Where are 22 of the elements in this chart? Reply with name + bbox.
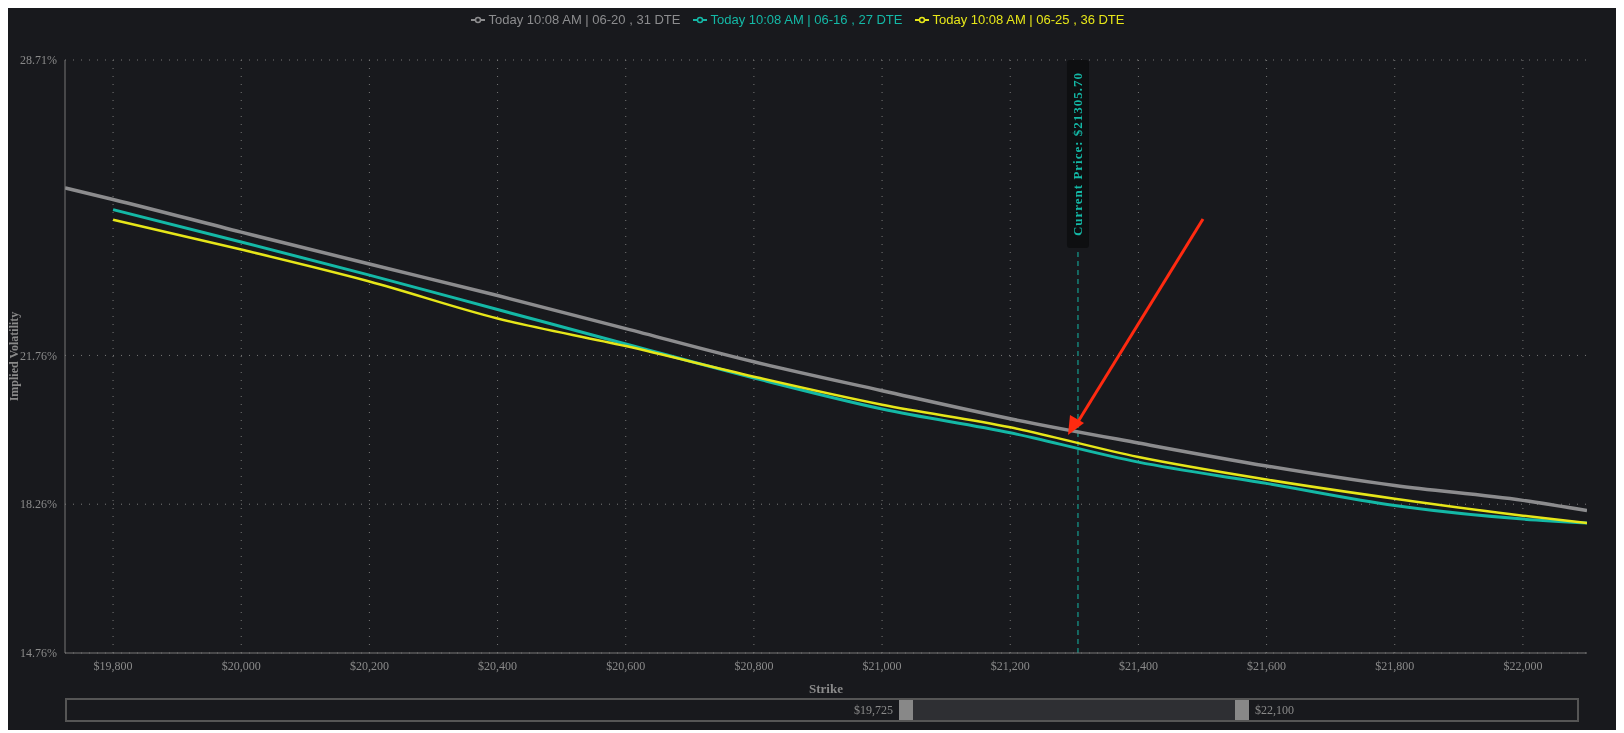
x-tick-label: $20,800 <box>734 658 774 673</box>
x-tick-label: $19,800 <box>93 658 133 673</box>
y-tick-label: 21.76% <box>20 348 57 363</box>
x-tick-label: $21,400 <box>1118 658 1158 673</box>
x-tick-label: $20,000 <box>221 658 261 673</box>
x-tick-label: $20,600 <box>606 658 646 673</box>
x-tick-label: $21,800 <box>1375 658 1415 673</box>
x-tick-label: $20,400 <box>478 658 518 673</box>
y-tick-label: 18.26% <box>20 497 57 512</box>
y-tick-label: 28.71% <box>20 53 57 68</box>
x-axis-title: Strike <box>809 681 844 696</box>
x-tick-label: $21,600 <box>1247 658 1287 673</box>
legend-label: Today 10:08 AM | 06-25 , 36 DTE <box>931 12 1125 27</box>
legend-label: Today 10:08 AM | 06-20 , 31 DTE <box>487 12 681 27</box>
x-tick-label: $20,200 <box>349 658 389 673</box>
x-tick-label: $22,000 <box>1503 658 1543 673</box>
x-tick-label: $21,000 <box>862 658 902 673</box>
y-tick-label: 14.76% <box>20 646 57 661</box>
ref-line-label: Current Price: $21305.70 <box>1070 71 1086 237</box>
range-slider: $19,725 $22,100 <box>65 698 1579 722</box>
x-tick-label: $21,200 <box>990 658 1030 673</box>
legend-label: Today 10:08 AM | 06-16 , 27 DTE <box>709 12 903 27</box>
